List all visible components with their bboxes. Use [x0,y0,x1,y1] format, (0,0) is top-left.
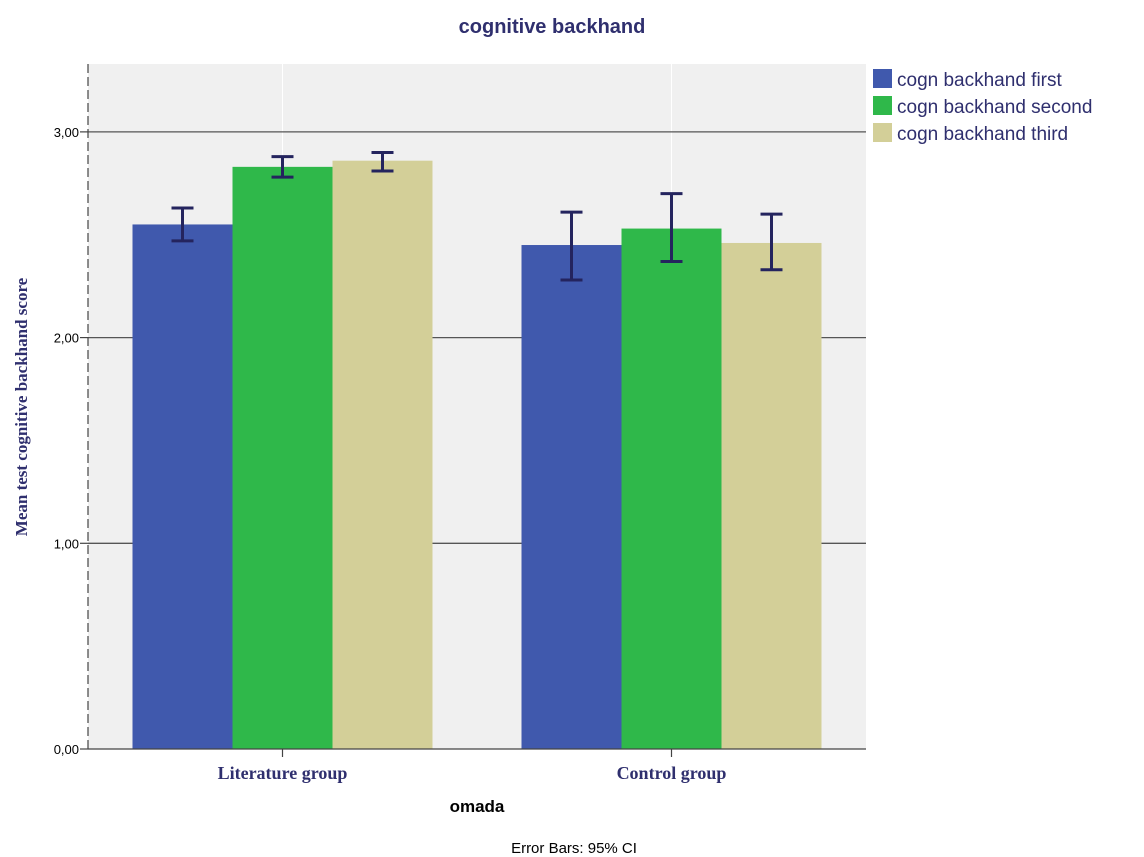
legend-label: cogn backhand second [897,97,1092,118]
y-axis: 0,00 1,00 2,00 3,00 [54,64,89,757]
x-tick-label: Literature group [218,763,348,783]
legend-label: cogn backhand first [897,70,1062,91]
bar [332,160,433,749]
legend-swatch [873,69,892,88]
y-tick-label: 0,00 [54,742,79,757]
bar [232,166,333,750]
y-tick-label: 3,00 [54,125,79,140]
y-axis-label: Mean test cognitive backhand score [12,277,31,536]
bar [721,242,822,749]
y-tick-label: 2,00 [54,331,79,346]
legend-swatch [873,96,892,115]
x-axis: Literature group Control group [88,748,866,783]
bar [621,228,722,749]
bars [132,160,822,750]
y-tick-label: 1,00 [54,536,79,551]
x-axis-label: omada [450,797,505,816]
bar [521,245,622,749]
error-bars [171,150,783,282]
chart-title: cognitive backhand [459,16,646,38]
x-tick-label: Control group [617,763,727,783]
footnote: Error Bars: 95% CI [511,840,637,857]
legend-label: cogn backhand third [897,124,1068,145]
legend-swatch [873,123,892,142]
bar [132,224,233,750]
legend: cogn backhand first cogn backhand second c… [873,69,1092,145]
